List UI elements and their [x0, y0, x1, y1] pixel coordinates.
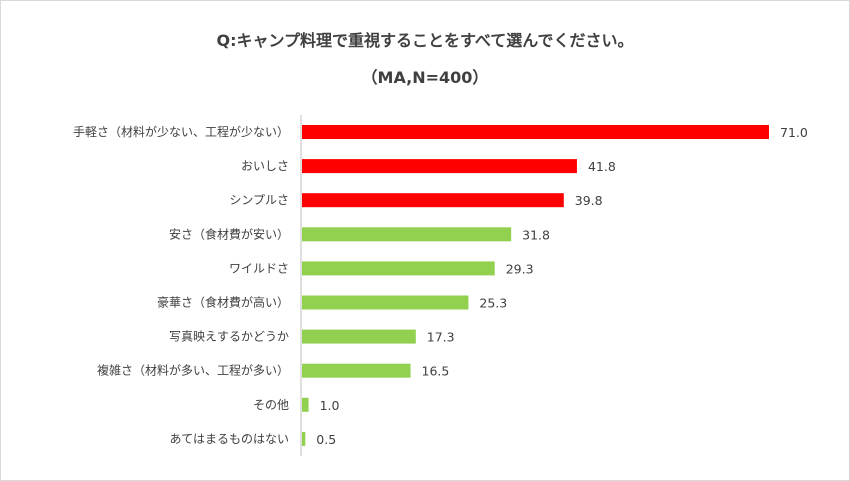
category-label: 写真映えするかどうか	[169, 330, 289, 344]
value-label: 71.0	[780, 125, 808, 140]
bar	[302, 295, 469, 310]
value-label: 1.0	[320, 398, 340, 413]
chart-subtitle: （MA,N=400）	[361, 68, 489, 87]
bar	[302, 193, 564, 208]
value-label: 17.3	[427, 330, 455, 345]
value-label: 29.3	[506, 261, 534, 276]
bar	[302, 125, 769, 139]
value-label: 25.3	[479, 296, 507, 311]
bar	[302, 261, 495, 276]
bar	[302, 159, 577, 174]
value-label: 0.5	[316, 432, 336, 447]
category-label: あてはまるものはない	[169, 432, 289, 446]
chart-title: Q:キャンプ料理で重視することをすべて選んでください。	[216, 31, 634, 50]
bar	[302, 329, 416, 344]
category-label: その他	[253, 398, 289, 412]
category-label: 豪華さ（食材費が高い）	[157, 295, 289, 310]
value-label: 31.8	[522, 227, 550, 242]
bar	[302, 227, 512, 242]
value-label: 39.8	[575, 193, 603, 208]
category-label: おいしさ	[241, 159, 289, 173]
value-label: 41.8	[588, 159, 616, 174]
bar	[302, 431, 306, 446]
category-label: 手軽さ（材料が少ない、工程が少ない）	[73, 124, 289, 139]
bar	[302, 363, 411, 378]
category-label: シンプルさ	[229, 193, 289, 207]
category-label: ワイルドさ	[229, 261, 289, 275]
value-label: 16.5	[422, 364, 450, 379]
bar	[302, 397, 309, 412]
category-label: 複雑さ（材料が多い、工程が多い）	[97, 363, 289, 378]
category-label: 安さ（食材費が安い）	[169, 226, 289, 241]
